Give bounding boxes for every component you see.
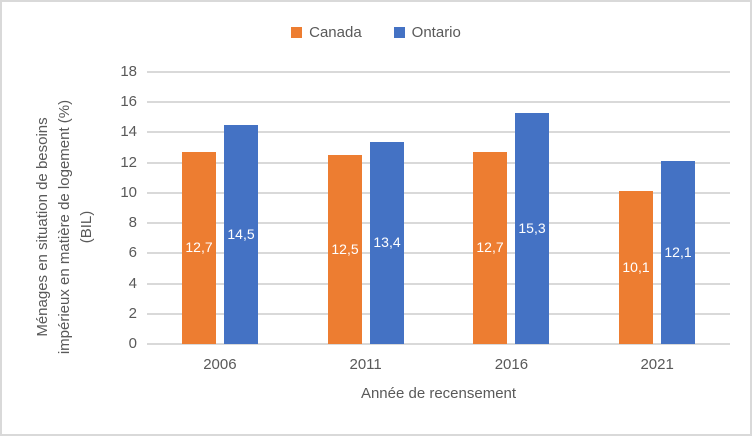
x-tick-label: 2021 — [640, 356, 674, 373]
x-tick-label: 2006 — [203, 356, 237, 373]
y-tick-label: 14 — [120, 123, 137, 141]
gridline — [147, 312, 730, 315]
bar-label-ontario-2006: 14,5 — [227, 225, 255, 242]
x-tick-label: 2016 — [494, 356, 529, 373]
bar-canada-2016: 12,7 — [473, 152, 507, 344]
gridline — [147, 282, 730, 285]
y-axis-title-line-2: impérieux en matière de logement (%) — [56, 99, 73, 355]
y-tick-label: 2 — [128, 304, 137, 322]
y-tick-label: 10 — [120, 183, 137, 201]
y-tick-label: 6 — [128, 244, 137, 262]
gridline — [147, 101, 730, 104]
bar-label-ontario-2016: 15,3 — [518, 219, 546, 236]
gridline — [147, 191, 730, 194]
bar-canada-2021: 10,1 — [619, 191, 653, 344]
x-tick-label: 2011 — [349, 356, 382, 373]
gridline — [147, 252, 730, 255]
legend-swatch-canada — [291, 27, 303, 38]
legend-label-ontario: Ontario — [411, 24, 461, 41]
plot-area: 12,7 14,5 12,5 13,4 12,7 15,3 10,1 12,1 — [147, 71, 730, 345]
legend-item-ontario: Ontario — [393, 24, 461, 41]
y-tick-label: 8 — [128, 214, 137, 232]
bar-label-canada-2011: 12,5 — [331, 240, 359, 257]
bar-ontario-2021: 12,1 — [661, 161, 695, 344]
bar-label-canada-2006: 12,7 — [185, 239, 213, 255]
gridline — [147, 161, 730, 164]
legend: Canada Ontario — [2, 24, 750, 41]
y-axis-title-line-3: (BIL) — [78, 210, 95, 244]
y-axis-title: Ménages en situation de besoins impérieu… — [32, 37, 98, 417]
bar-ontario-2016: 15,3 — [515, 113, 549, 344]
bar-label-ontario-2021: 12,1 — [664, 243, 692, 260]
bar-label-canada-2021: 10,1 — [622, 258, 650, 275]
y-tick-label: 18 — [120, 63, 137, 80]
legend-swatch-ontario — [393, 27, 405, 38]
y-tick-label: 12 — [120, 153, 137, 171]
legend-label-canada: Canada — [309, 24, 362, 41]
bar-ontario-2006: 14,5 — [224, 125, 258, 344]
bar-canada-2006: 12,7 — [182, 152, 216, 344]
y-axis-title-line-1: Ménages en situation de besoins — [34, 117, 51, 337]
gridline — [147, 222, 730, 225]
bar-canada-2011: 12,5 — [328, 155, 362, 344]
y-tick-label: 16 — [120, 93, 137, 111]
bar-label-canada-2016: 12,7 — [476, 239, 504, 255]
gridline — [147, 71, 730, 73]
bar-label-ontario-2011: 13,4 — [373, 234, 401, 250]
x-axis-title: Année de recensement — [360, 385, 517, 402]
x-axis-line — [147, 343, 730, 345]
y-tick-label: 0 — [128, 335, 137, 352]
y-tick-label: 4 — [128, 274, 137, 292]
bar-ontario-2011: 13,4 — [370, 142, 404, 344]
legend-item-canada: Canada — [291, 24, 362, 41]
gridline — [147, 131, 730, 134]
